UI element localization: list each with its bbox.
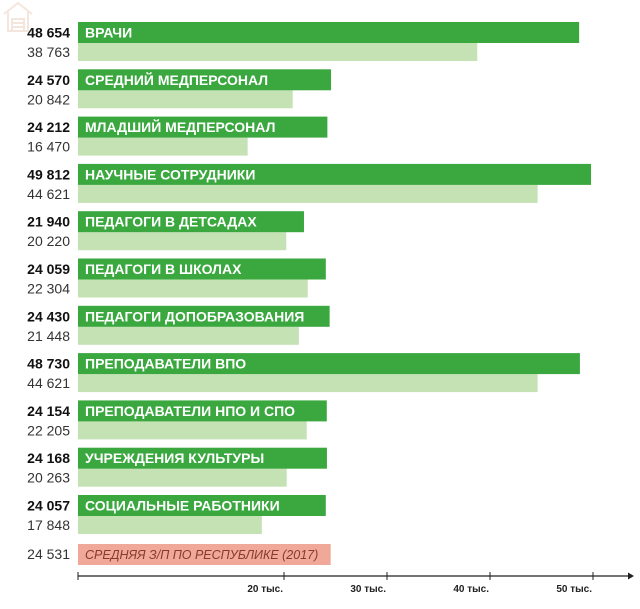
value-label-primary: 24 057 xyxy=(27,498,70,514)
x-tick-label: 50 тыс. xyxy=(556,584,592,595)
bar-secondary xyxy=(78,232,287,251)
bar-secondary xyxy=(78,137,248,156)
value-label-secondary: 22 304 xyxy=(27,281,70,297)
value-label-primary: 24 059 xyxy=(27,261,70,277)
bar-secondary xyxy=(78,279,308,298)
value-label-secondary: 20 263 xyxy=(27,470,70,486)
value-label-secondary: 44 621 xyxy=(27,375,70,391)
value-label-secondary: 20 842 xyxy=(27,91,70,107)
value-label-secondary: 38 763 xyxy=(27,44,70,60)
bar-primary xyxy=(78,22,580,43)
x-axis-arrow xyxy=(628,572,634,580)
value-label-primary: 21 940 xyxy=(27,214,70,230)
value-label-primary: 48 730 xyxy=(27,356,70,372)
value-label-secondary: 20 220 xyxy=(27,233,70,249)
bar-reference xyxy=(78,544,331,565)
x-tick-label: 20 тыс. xyxy=(247,584,283,595)
category-label: ПЕДАГОГИ В ШКОЛАХ xyxy=(85,261,242,277)
category-label: ПРЕПОДАВАТЕЛИ ВПО xyxy=(85,356,246,372)
value-label-secondary: 44 621 xyxy=(27,186,70,202)
category-label: ВРАЧИ xyxy=(85,25,132,41)
bar-primary xyxy=(78,258,326,280)
bar-primary xyxy=(78,116,328,138)
bar-secondary xyxy=(78,468,287,487)
value-label-primary: 24 212 xyxy=(27,119,70,135)
value-label-primary: 24 168 xyxy=(27,450,70,466)
value-label-secondary: 21 448 xyxy=(27,328,70,344)
bar-primary xyxy=(78,305,330,327)
x-tick-label: 30 тыс. xyxy=(350,584,386,595)
bar-secondary xyxy=(78,374,538,393)
bar-secondary xyxy=(78,43,478,61)
value-label-primary: 49 812 xyxy=(27,166,70,182)
value-label-primary: 24 154 xyxy=(27,403,70,419)
category-label: ПЕДАГОГИ В ДЕТСАДАХ xyxy=(85,214,257,230)
value-label-secondary: 17 848 xyxy=(27,517,70,533)
category-label: МЛАДШИЙ МЕДПЕРСОНАЛ xyxy=(85,118,275,135)
value-label-secondary: 22 205 xyxy=(27,422,70,438)
bar-secondary xyxy=(78,326,299,345)
bar-primary xyxy=(78,69,332,91)
category-label: НАУЧНЫЕ СОТРУДНИКИ xyxy=(85,166,255,182)
bar-primary xyxy=(78,495,326,516)
category-label: ПЕДАГОГИ ДОПОБРАЗОВАНИЯ xyxy=(85,308,304,324)
bar-secondary xyxy=(78,90,293,109)
bar-primary xyxy=(78,353,580,375)
value-label-primary: 24 570 xyxy=(27,72,70,88)
category-label: СРЕДНИЙ МЕДПЕРСОНАЛ xyxy=(85,71,268,88)
bar-primary xyxy=(78,211,304,233)
category-label: ПРЕПОДАВАТЕЛИ НПО И СПО xyxy=(85,403,295,419)
value-label-primary: 24 430 xyxy=(27,308,70,324)
category-label: СОЦИАЛЬНЫЕ РАБОТНИКИ xyxy=(85,498,280,514)
bar-secondary xyxy=(78,421,307,440)
bar-primary xyxy=(78,163,592,185)
logo-icon xyxy=(3,1,33,32)
value-label-primary: 48 654 xyxy=(27,25,70,41)
reference-label: СРЕДНЯЯ З/П ПО РЕСПУБЛИКЕ (2017) xyxy=(85,548,318,562)
category-label: УЧРЕЖДЕНИЯ КУЛЬТУРЫ xyxy=(85,450,264,466)
x-tick-label: 40 тыс. xyxy=(453,584,489,595)
value-label-secondary: 16 470 xyxy=(27,139,70,155)
reference-value-label: 24 531 xyxy=(27,546,70,562)
bar-secondary xyxy=(78,516,262,534)
bar-primary xyxy=(78,400,327,422)
bar-secondary xyxy=(78,184,538,203)
bar-primary xyxy=(78,447,327,469)
